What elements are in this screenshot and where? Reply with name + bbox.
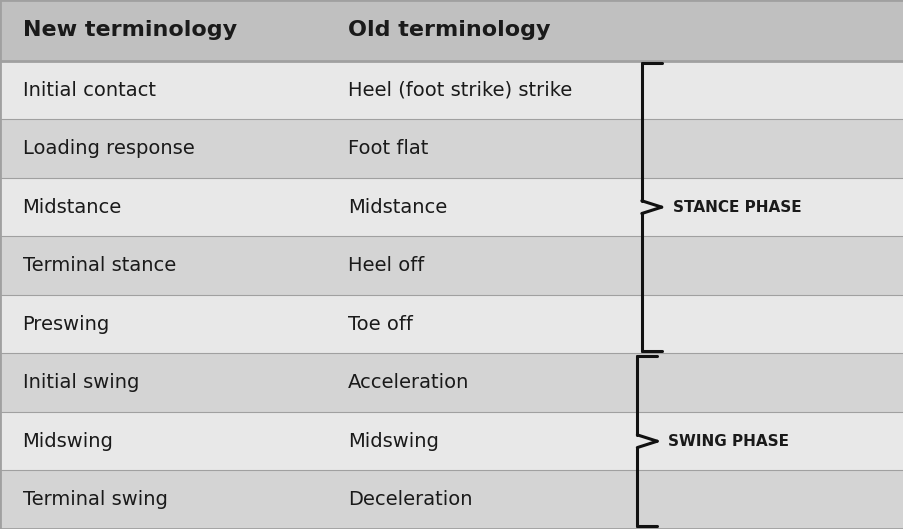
FancyBboxPatch shape [0, 61, 903, 120]
Text: Midswing: Midswing [348, 432, 439, 451]
FancyBboxPatch shape [0, 353, 903, 412]
Text: Preswing: Preswing [23, 315, 110, 334]
Text: Loading response: Loading response [23, 139, 194, 158]
FancyBboxPatch shape [0, 412, 903, 470]
Text: Terminal stance: Terminal stance [23, 256, 176, 275]
FancyBboxPatch shape [0, 178, 903, 236]
FancyBboxPatch shape [0, 120, 903, 178]
Text: Midstance: Midstance [23, 198, 122, 217]
FancyBboxPatch shape [0, 295, 903, 353]
Text: Midstance: Midstance [348, 198, 447, 217]
FancyBboxPatch shape [0, 236, 903, 295]
Text: Old terminology: Old terminology [348, 21, 550, 40]
FancyBboxPatch shape [0, 470, 903, 529]
Text: Heel off: Heel off [348, 256, 424, 275]
Text: Midswing: Midswing [23, 432, 114, 451]
Text: Terminal swing: Terminal swing [23, 490, 167, 509]
Text: Foot flat: Foot flat [348, 139, 428, 158]
Text: Initial swing: Initial swing [23, 373, 139, 392]
Text: Deceleration: Deceleration [348, 490, 472, 509]
Text: Toe off: Toe off [348, 315, 413, 334]
Text: STANCE PHASE: STANCE PHASE [672, 199, 800, 215]
Text: Heel (foot strike) strike: Heel (foot strike) strike [348, 80, 572, 99]
FancyBboxPatch shape [0, 0, 903, 61]
Text: Initial contact: Initial contact [23, 80, 155, 99]
Text: New terminology: New terminology [23, 21, 237, 40]
Text: SWING PHASE: SWING PHASE [667, 434, 788, 449]
Text: Acceleration: Acceleration [348, 373, 469, 392]
